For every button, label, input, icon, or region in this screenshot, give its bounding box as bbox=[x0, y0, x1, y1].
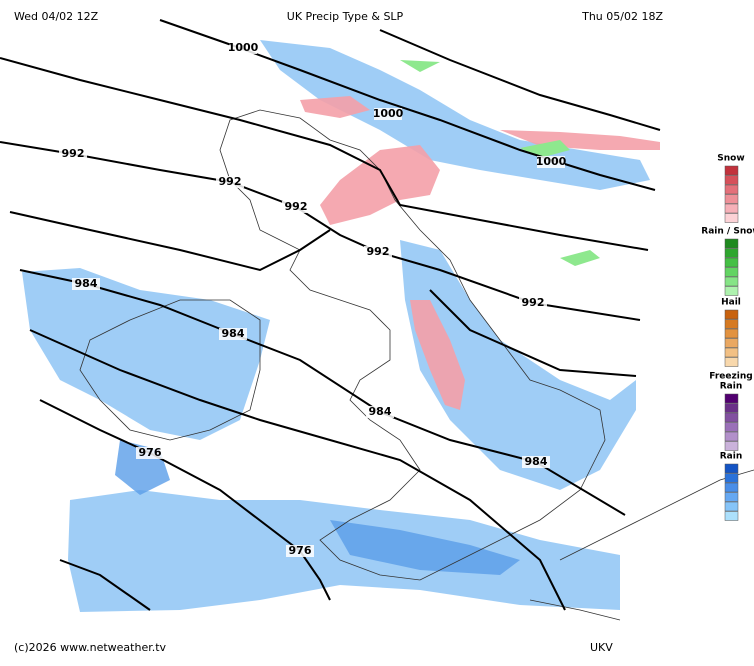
rain-area bbox=[22, 268, 270, 440]
isobar bbox=[59, 559, 151, 611]
isobar bbox=[0, 141, 641, 321]
legend-swatch bbox=[724, 276, 739, 287]
isobar-label-bg bbox=[136, 447, 164, 459]
isobar-label-bg bbox=[72, 278, 100, 290]
legend-title: Freezing bbox=[709, 372, 752, 382]
legend-swatch bbox=[724, 501, 739, 512]
legend-swatch bbox=[724, 165, 739, 176]
legend-swatch bbox=[724, 184, 739, 195]
isobar-label: 976 bbox=[289, 544, 312, 557]
precipitation bbox=[22, 40, 660, 612]
legend-swatch bbox=[724, 473, 739, 483]
legend-title: Rain bbox=[720, 382, 743, 392]
isobar-label-bg bbox=[216, 176, 244, 188]
legend-swatch bbox=[724, 238, 739, 249]
isobar-label-bg bbox=[537, 156, 565, 168]
isobar-label-bg bbox=[374, 108, 402, 120]
isobar-label: 1000 bbox=[373, 107, 404, 120]
model-name: UKV bbox=[590, 641, 613, 654]
legend-swatch bbox=[724, 393, 739, 404]
copyright: (c)2026 www.netweather.tv bbox=[14, 641, 167, 654]
isobar-label: 976 bbox=[139, 446, 162, 459]
isobar bbox=[39, 399, 331, 601]
isobar-label-bg bbox=[229, 42, 257, 54]
legend-swatch bbox=[724, 492, 739, 502]
great-britain bbox=[219, 109, 606, 581]
isobar-label: 992 bbox=[219, 175, 242, 188]
isobar-label: 984 bbox=[525, 455, 548, 468]
isobar-label: 1000 bbox=[228, 41, 259, 54]
legend-swatch bbox=[724, 463, 739, 474]
rain-area bbox=[330, 520, 520, 575]
snow-area bbox=[320, 145, 440, 225]
isobar-label-bg bbox=[219, 328, 247, 340]
legend-swatch bbox=[724, 257, 739, 268]
legend-swatch bbox=[724, 482, 739, 493]
isobar bbox=[429, 289, 637, 377]
legend-swatch bbox=[724, 286, 739, 296]
legend-swatch bbox=[724, 347, 739, 358]
isobar-label: 984 bbox=[75, 277, 98, 290]
isobar bbox=[0, 57, 649, 251]
isobar-label: 992 bbox=[62, 147, 85, 160]
legend-swatch bbox=[724, 194, 739, 204]
isobar bbox=[19, 269, 626, 516]
legend-swatch bbox=[724, 248, 739, 258]
isobar-label-bg bbox=[286, 545, 314, 557]
isobar bbox=[9, 211, 331, 272]
legend-title: Hail bbox=[721, 298, 741, 308]
snow-area bbox=[300, 96, 370, 118]
legend-swatch bbox=[724, 511, 739, 521]
legend-swatch bbox=[724, 338, 739, 348]
legend-swatch bbox=[724, 403, 739, 413]
isobar bbox=[379, 29, 661, 131]
snow-area bbox=[410, 300, 465, 410]
isobar-label-bg bbox=[59, 148, 87, 160]
isobar-label: 984 bbox=[369, 405, 392, 418]
isobar-label-bg bbox=[282, 201, 310, 213]
ireland bbox=[79, 299, 261, 441]
valid-to: Thu 05/02 18Z bbox=[581, 10, 663, 23]
valid-from: Wed 04/02 12Z bbox=[14, 10, 99, 23]
isobars bbox=[0, 19, 661, 611]
isobar-label: 992 bbox=[285, 200, 308, 213]
legend-title: Rain bbox=[720, 452, 743, 462]
isobar-label: 984 bbox=[222, 327, 245, 340]
legend-swatch bbox=[724, 267, 739, 277]
legend-swatch bbox=[724, 309, 739, 320]
isobar-label-bg bbox=[364, 246, 392, 258]
rain-area bbox=[68, 490, 620, 612]
map-title: UK Precip Type & SLP bbox=[287, 10, 404, 23]
isobar-label-bg bbox=[519, 297, 547, 309]
legend-swatch bbox=[724, 319, 739, 329]
legend-swatch bbox=[724, 412, 739, 423]
legend-swatch bbox=[724, 431, 739, 442]
coastline bbox=[79, 109, 754, 621]
legend-swatch bbox=[724, 175, 739, 185]
isobar-label: 992 bbox=[522, 296, 545, 309]
isobar-label: 1000 bbox=[536, 155, 567, 168]
legend-swatch bbox=[724, 357, 739, 367]
legend-swatch bbox=[724, 328, 739, 339]
legend-title: Rain / Snow bbox=[701, 227, 754, 237]
legend-swatch bbox=[724, 203, 739, 214]
rain-area bbox=[400, 240, 636, 490]
legend-swatch bbox=[724, 422, 739, 432]
legend-title: Snow bbox=[717, 154, 744, 164]
legend-swatch bbox=[724, 213, 739, 223]
legend-swatch bbox=[724, 441, 739, 451]
isobar-label-bg bbox=[522, 456, 550, 468]
isobar bbox=[29, 329, 566, 611]
isobar-label-bg bbox=[366, 406, 394, 418]
isobar-label: 992 bbox=[367, 245, 390, 258]
